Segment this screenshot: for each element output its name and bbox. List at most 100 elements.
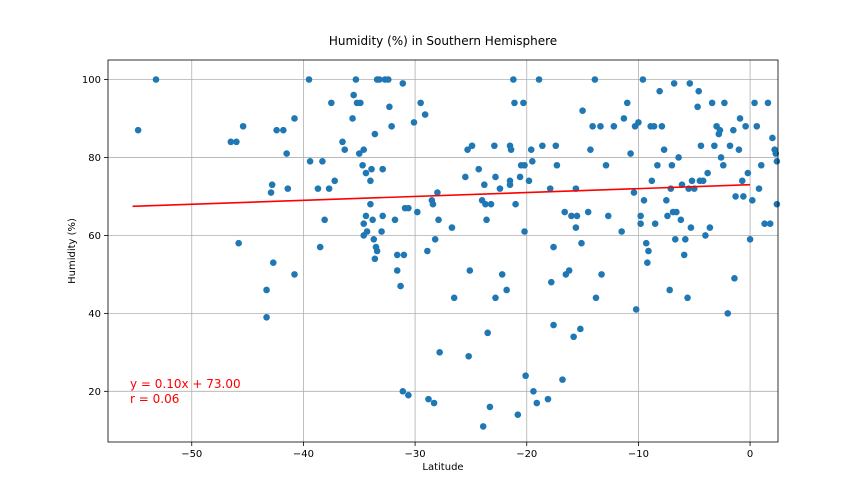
data-point bbox=[521, 228, 528, 235]
data-point bbox=[573, 212, 581, 220]
data-point bbox=[352, 76, 360, 83]
data-point bbox=[484, 329, 491, 337]
data-point bbox=[623, 99, 631, 107]
data-point bbox=[393, 267, 401, 274]
data-point bbox=[349, 115, 356, 122]
data-point bbox=[561, 208, 569, 216]
data-point bbox=[522, 372, 529, 380]
data-point bbox=[656, 87, 663, 95]
x-axis-ticks: −50 −40 −30 −20 −10 0 bbox=[181, 442, 753, 460]
data-point bbox=[637, 220, 644, 228]
data-point bbox=[544, 395, 552, 403]
data-point bbox=[227, 138, 235, 146]
data-point bbox=[376, 76, 383, 83]
data-point bbox=[706, 224, 714, 231]
data-point bbox=[565, 267, 573, 274]
data-point bbox=[697, 142, 705, 150]
data-point bbox=[430, 399, 438, 407]
data-point bbox=[362, 169, 370, 177]
data-point bbox=[306, 158, 314, 165]
data-point bbox=[572, 224, 580, 231]
data-point bbox=[399, 388, 407, 395]
data-point bbox=[598, 271, 605, 278]
data-point bbox=[627, 150, 634, 157]
data-point bbox=[717, 154, 725, 161]
data-point bbox=[305, 76, 313, 83]
data-point bbox=[684, 294, 691, 302]
data-point bbox=[479, 423, 487, 430]
data-point bbox=[742, 122, 749, 130]
data-point bbox=[152, 76, 160, 83]
data-point bbox=[239, 122, 247, 130]
x-tick-label: −10 bbox=[628, 449, 649, 460]
data-point bbox=[675, 154, 682, 161]
data-point bbox=[134, 126, 142, 134]
data-point bbox=[757, 161, 765, 169]
data-point bbox=[530, 388, 537, 395]
data-point bbox=[546, 185, 554, 192]
x-tick-label: −50 bbox=[181, 449, 202, 460]
data-point bbox=[373, 247, 381, 255]
data-point bbox=[553, 161, 561, 169]
data-point bbox=[738, 177, 746, 185]
data-point bbox=[751, 99, 758, 107]
data-point bbox=[764, 99, 772, 107]
y-tick-label: 80 bbox=[88, 153, 101, 164]
data-point bbox=[405, 391, 412, 399]
data-point bbox=[291, 115, 298, 122]
y-tick-label: 60 bbox=[88, 231, 101, 242]
data-point bbox=[755, 185, 763, 192]
data-point bbox=[578, 239, 585, 247]
data-point bbox=[362, 212, 370, 220]
data-point bbox=[486, 403, 494, 411]
data-point bbox=[316, 243, 324, 251]
data-point bbox=[686, 80, 694, 87]
data-point bbox=[704, 169, 711, 177]
data-point bbox=[516, 173, 524, 181]
data-point bbox=[319, 158, 326, 165]
data-point bbox=[618, 228, 625, 235]
data-point bbox=[766, 220, 774, 228]
data-point bbox=[506, 181, 514, 189]
data-point bbox=[368, 165, 375, 173]
data-point bbox=[658, 122, 666, 130]
data-point bbox=[597, 122, 604, 130]
data-point bbox=[235, 239, 242, 247]
data-point bbox=[434, 189, 441, 196]
data-point bbox=[350, 91, 357, 99]
data-point bbox=[687, 224, 695, 231]
data-point bbox=[642, 239, 650, 247]
data-point bbox=[378, 228, 385, 235]
data-point bbox=[632, 306, 640, 313]
data-point bbox=[325, 185, 333, 192]
data-point bbox=[417, 99, 424, 107]
data-point bbox=[694, 103, 701, 111]
data-point bbox=[731, 274, 738, 282]
data-point bbox=[492, 294, 499, 302]
data-point bbox=[468, 142, 476, 150]
data-point bbox=[724, 310, 732, 317]
data-point bbox=[379, 165, 387, 173]
data-point bbox=[587, 146, 594, 153]
data-point bbox=[424, 247, 431, 255]
data-point bbox=[339, 138, 346, 146]
data-point bbox=[749, 197, 756, 204]
data-point bbox=[491, 142, 498, 150]
data-point bbox=[267, 189, 275, 196]
data-point bbox=[620, 115, 628, 122]
x-axis-label: Latitude bbox=[422, 462, 463, 473]
data-point bbox=[359, 161, 366, 169]
data-point bbox=[482, 200, 489, 208]
data-point bbox=[371, 130, 379, 138]
y-tick-label: 100 bbox=[82, 75, 101, 86]
data-point bbox=[273, 126, 280, 134]
data-point bbox=[769, 134, 776, 142]
y-tick-label: 20 bbox=[88, 387, 101, 398]
data-point bbox=[465, 352, 472, 360]
data-point bbox=[341, 146, 349, 153]
data-point bbox=[280, 126, 287, 134]
data-point bbox=[644, 259, 651, 266]
data-point bbox=[321, 216, 328, 224]
data-point bbox=[492, 173, 499, 181]
